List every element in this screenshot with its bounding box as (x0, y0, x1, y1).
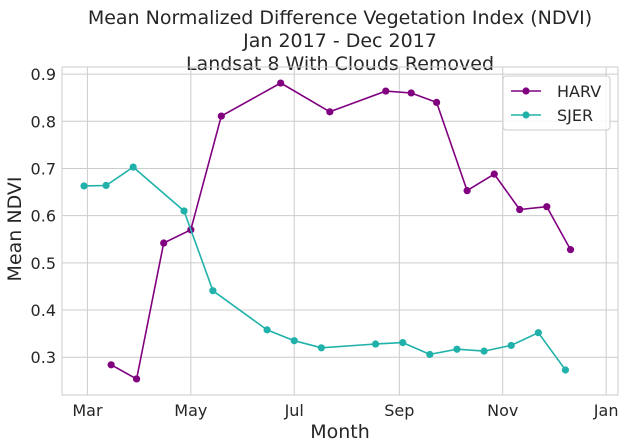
y-tick-label: 0.7 (31, 159, 56, 178)
data-point-sjer (290, 337, 298, 345)
data-point-harv (516, 205, 524, 214)
chart-title: Mean Normalized Difference Vegetation In… (88, 7, 592, 75)
x-tick-label: Jan (593, 401, 619, 420)
legend-box (502, 75, 611, 131)
legend-marker (522, 111, 530, 119)
series-line-harv (110, 82, 572, 380)
y-tick-label: 0.9 (31, 65, 56, 84)
y-tick-label: 0.4 (31, 301, 56, 320)
data-point-harv (407, 89, 415, 97)
y-tick-label: 0.6 (31, 207, 56, 226)
x-tick-label: Sep (384, 401, 414, 420)
legend-label: HARV (557, 82, 601, 101)
y-tick-label: 0.3 (31, 348, 56, 367)
series-harv (107, 79, 575, 383)
x-tick-label: Mar (72, 401, 103, 420)
data-point-sjer (480, 347, 488, 355)
y-tick-label: 0.8 (31, 112, 56, 131)
data-point-sjer (453, 345, 461, 353)
data-point-sjer (399, 339, 407, 347)
series-line-sjer (83, 166, 567, 371)
data-point-sjer (534, 329, 542, 337)
x-tick-label: Nov (487, 401, 518, 420)
y-axis-label: Mean NDVI (4, 177, 26, 282)
tick-labels: 0.3 0.4 0.5 0.6 0.7 0.8 0.9 Mar May Jul Sep Nov Jan (31, 65, 619, 420)
data-point-harv (463, 187, 471, 195)
title-line-1: Mean Normalized Difference Vegetation In… (88, 7, 592, 29)
data-point-sjer (371, 340, 380, 348)
data-point-harv (433, 98, 441, 106)
data-point-sjer (561, 366, 570, 374)
data-point-harv (217, 112, 225, 120)
plot-frame (61, 66, 619, 396)
series-layer (80, 79, 575, 383)
data-point-harv (490, 170, 498, 178)
x-tick-label: Jul (284, 401, 304, 420)
legend-item-harv: HARV (511, 82, 601, 101)
data-point-harv (326, 108, 334, 116)
x-tick-label: May (174, 401, 207, 420)
title-line-3: Landsat 8 With Clouds Removed (186, 53, 494, 75)
legend-marker (522, 87, 530, 95)
x-axis-label: Month (310, 421, 370, 443)
data-point-harv (382, 87, 390, 95)
data-point-sjer (129, 163, 137, 171)
legend: HARV SJER (502, 75, 611, 131)
y-tick-label: 0.5 (31, 254, 56, 273)
data-point-harv (132, 375, 141, 383)
legend-label: SJER (557, 106, 593, 125)
series-sjer (80, 163, 570, 374)
data-point-sjer (102, 181, 110, 190)
data-point-harv (160, 239, 168, 247)
data-point-sjer (180, 207, 188, 215)
data-point-harv (277, 79, 285, 87)
data-point-sjer (80, 182, 88, 190)
title-line-2: Jan 2017 - Dec 2017 (242, 30, 437, 52)
data-point-sjer (426, 350, 434, 359)
data-point-harv (543, 203, 551, 211)
data-point-harv (566, 246, 575, 254)
data-point-sjer (507, 341, 515, 350)
data-point-sjer (209, 287, 217, 295)
data-point-harv (107, 361, 115, 369)
data-point-sjer (317, 344, 325, 352)
legend-item-sjer: SJER (511, 106, 593, 125)
data-point-sjer (263, 326, 271, 334)
